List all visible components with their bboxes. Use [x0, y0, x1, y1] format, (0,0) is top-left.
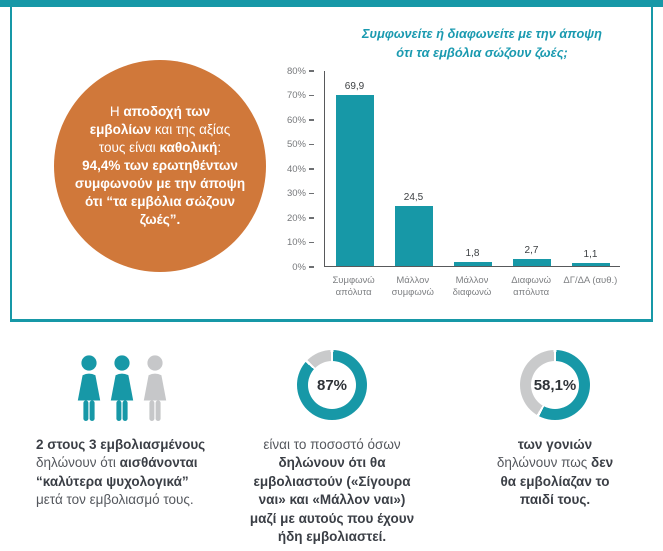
bar-group: 2,7 — [502, 71, 561, 266]
person-icon — [140, 355, 170, 422]
tick-mark — [309, 168, 314, 170]
donut-hole: 87% — [308, 361, 356, 409]
text-line: “καλύτερα ψυχολογικά” — [36, 473, 189, 489]
x-axis-label: Μάλλον συμφωνώ — [391, 275, 434, 299]
tick-mark — [309, 119, 314, 121]
person-icon — [74, 355, 104, 422]
y-tick-label: 0% — [292, 261, 306, 273]
y-tick: 60% — [272, 114, 314, 126]
text-line: 94,4% των ερωτηθέντων — [82, 158, 238, 174]
text-line: δηλώνουν ότι θα — [278, 455, 386, 471]
x-axis-labels: Συμφωνώ απόλυτα Μάλλον συμφωνώ Μάλλον διαφ… — [324, 275, 620, 300]
text-line: ήδη εμβολιαστεί. — [277, 529, 387, 545]
highlight-text: Η αποδοχή των εμβολίων και της αξίας τους … — [67, 103, 253, 229]
text-line: συμφωνούν με την άποψη — [74, 175, 246, 191]
stat-donut-87: 87% είναι το ποσοστό όσων δηλώνουν ότι θα… — [242, 350, 422, 547]
bar — [571, 263, 610, 266]
y-axis: 80% 70% 60% 50% 40% 30% 20% 10% 0% — [272, 65, 314, 273]
donut-hole: 58,1% — [531, 361, 579, 409]
bar — [512, 259, 551, 266]
tick-mark — [309, 70, 314, 72]
stat-donut-58: 58,1% των γονιών δηλώνουν πως δεν θα εμβολ… — [465, 350, 645, 510]
y-tick-label: 60% — [286, 114, 306, 126]
y-tick-label: 70% — [286, 90, 306, 101]
tick-mark — [309, 241, 314, 244]
text-line: είναι το ποσοστό όσων — [263, 437, 401, 452]
donut-chart-58: 58,1% — [520, 350, 590, 420]
chart-title: Συμφωνείτε ή διαφωνείτε με την άποψη ότι… — [362, 26, 602, 60]
donut-chart-87: 87% — [297, 350, 367, 420]
text-line: μετά τον εμβολιασμό τους. — [36, 492, 194, 508]
x-axis-label: Διαφωνώ απόλυτα — [511, 275, 551, 299]
bar-group: 69,9 — [325, 71, 384, 266]
y-tick: 20% — [272, 212, 314, 224]
y-tick-label: 30% — [286, 188, 306, 199]
tick-mark — [309, 192, 314, 195]
people-stat-text: 2 στους 3 εμβολιασμένους δηλώνουν ότι αισ… — [36, 436, 208, 510]
bar-chart: 80% 70% 60% 50% 40% 30% 20% 10% 0% 69,9 24,5 1,8 2,… — [272, 63, 632, 313]
bar-group: 24,5 — [384, 71, 443, 266]
text-line: 2 στους 3 εμβολιασμένους — [36, 437, 206, 452]
donut-percent-label: 58,1% — [533, 376, 577, 394]
x-axis-label: Μάλλον διαφωνώ — [452, 275, 492, 299]
y-tick: 40% — [272, 163, 314, 175]
y-tick: 70% — [272, 90, 314, 102]
y-tick: 80% — [272, 65, 314, 77]
text-line: ότι “τα εμβόλια σώζουν — [84, 193, 236, 209]
tick-mark — [309, 217, 314, 219]
y-tick: 50% — [272, 139, 314, 151]
text-line: τους είναι καθολική: — [98, 140, 222, 156]
people-icons — [36, 355, 208, 422]
text-line: παιδί τους. — [519, 492, 591, 508]
bar — [394, 205, 433, 266]
bar-value-label: 1,8 — [465, 247, 480, 259]
tick-mark — [309, 266, 314, 268]
person-icon — [107, 355, 137, 422]
bars: 69,9 24,5 1,8 2,7 1,1 — [325, 71, 620, 266]
x-axis-label: Συμφωνώ απόλυτα — [332, 275, 375, 299]
y-tick-label: 80% — [286, 65, 306, 77]
text-line: εμβολιαστούν («Σίγουρα — [253, 473, 411, 489]
x-axis-label: ΔΓ/ΔΑ (αυθ.) — [563, 275, 618, 286]
text-line: ναι» και «Μάλλον ναι») — [258, 492, 406, 508]
text-line: Η αποδοχή των — [109, 104, 211, 120]
text-line: ζωές”. — [139, 211, 181, 227]
bar-value-label: 24,5 — [403, 191, 424, 203]
stat-people: 2 στους 3 εμβολιασμένους δηλώνουν ότι αισ… — [36, 355, 208, 510]
text-line: μαζί με αυτούς που έχουν — [249, 510, 415, 526]
donut-87-text: είναι το ποσοστό όσων δηλώνουν ότι θα εμβο… — [242, 436, 422, 547]
text-line: θα εμβολίαζαν το — [500, 473, 610, 489]
bar-group: 1,1 — [561, 71, 620, 266]
y-tick-label: 50% — [286, 139, 306, 150]
donut-percent-label: 87% — [316, 376, 348, 394]
bar — [335, 94, 374, 266]
text-line: εμβολίων και της αξίας — [89, 122, 231, 138]
highlight-circle: Η αποδοχή των εμβολίων και της αξίας τους … — [54, 60, 266, 272]
top-accent-strip — [0, 0, 663, 7]
donut-58-text: των γονιών δηλώνουν πως δεν θα εμβολίαζαν … — [465, 436, 645, 510]
bar-value-label: 69,9 — [344, 80, 365, 92]
plot-area: 69,9 24,5 1,8 2,7 1,1 — [324, 71, 620, 267]
bar-value-label: 2,7 — [524, 245, 539, 257]
y-tick-label: 10% — [286, 237, 306, 248]
tick-mark — [309, 94, 314, 97]
bar-group: 1,8 — [443, 71, 502, 266]
y-tick: 30% — [272, 188, 314, 200]
tick-mark — [309, 143, 314, 146]
survey-panel: Η αποδοχή των εμβολίων και της αξίας τους … — [10, 7, 653, 322]
bar-value-label: 1,1 — [583, 249, 598, 261]
text-line: των γονιών — [517, 437, 593, 452]
bar — [453, 261, 492, 266]
text-line: δηλώνουν ότι αισθάνονται — [36, 455, 198, 471]
y-tick-label: 40% — [286, 163, 306, 175]
y-tick: 10% — [272, 237, 314, 249]
y-tick-label: 20% — [286, 212, 306, 224]
text-line: δηλώνουν πως δεν — [496, 455, 614, 471]
y-tick: 0% — [272, 261, 314, 273]
